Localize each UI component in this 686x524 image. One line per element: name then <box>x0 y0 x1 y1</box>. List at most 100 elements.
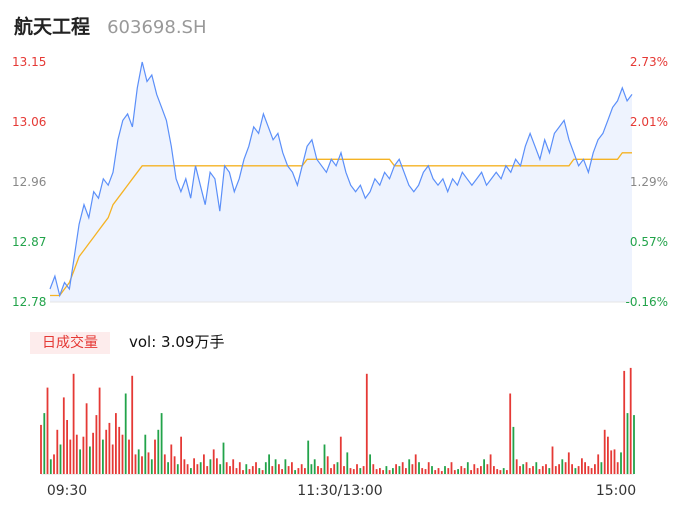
volume-bar <box>284 459 287 474</box>
volume-bar <box>193 458 195 474</box>
volume-bar <box>473 464 476 474</box>
volume-bar <box>317 466 319 474</box>
volume-bar <box>538 469 541 474</box>
volume-bar <box>444 466 446 474</box>
volume-bar <box>163 454 166 474</box>
volume-bar <box>379 468 381 474</box>
time-axis: 09:30 11:30/13:00 15:00 <box>47 483 636 499</box>
volume-bar <box>49 459 52 474</box>
volume-bar <box>463 468 466 474</box>
volume-bar <box>137 449 140 474</box>
time-tick-label: 11:30/13:00 <box>297 483 382 499</box>
volume-bar <box>486 464 489 474</box>
volume-bar <box>170 444 173 474</box>
time-tick-label: 15:00 <box>596 483 636 499</box>
price-area-fill <box>50 62 632 302</box>
volume-bar <box>440 471 443 474</box>
volume-bar <box>395 464 397 474</box>
volume-bar <box>98 387 101 474</box>
volume-bar <box>255 462 257 474</box>
volume-bar <box>134 454 137 474</box>
volume-bar <box>447 468 450 474</box>
volume-bar <box>150 459 153 474</box>
volume-bar <box>418 462 420 474</box>
volume-bar <box>431 466 433 474</box>
volume-tab[interactable]: 日成交量 <box>30 332 110 354</box>
volume-bar <box>264 462 267 474</box>
volume-bar <box>506 470 508 474</box>
volume-bar <box>147 452 150 474</box>
volume-bar <box>92 432 94 475</box>
volume-bar <box>597 454 600 474</box>
volume-bar <box>118 426 121 474</box>
percent-tick-label: 0.57% <box>630 235 668 249</box>
volume-bar <box>607 436 609 474</box>
volume-bar <box>115 413 117 474</box>
volume-bar <box>388 470 391 474</box>
volume-bar <box>89 446 91 474</box>
volume-bar <box>310 464 313 474</box>
volume-bar <box>219 464 222 474</box>
volume-bar <box>616 462 619 474</box>
volume-bar <box>532 466 534 474</box>
price-tick-label: 13.15 <box>12 55 46 69</box>
volume-bar <box>281 469 283 474</box>
volume-summary: vol: 3.09万手 <box>129 333 225 351</box>
volume-bar <box>278 464 280 474</box>
volume-bar <box>46 387 49 474</box>
percent-tick-label: 2.73% <box>630 55 668 69</box>
volume-bar <box>186 464 189 474</box>
volume-bar <box>398 466 401 474</box>
volume-bar <box>359 468 362 474</box>
volume-bar <box>209 459 212 474</box>
volume-bar <box>483 459 485 474</box>
volume-bar <box>258 468 261 474</box>
volume-bar <box>525 462 528 474</box>
volume-bar <box>222 442 225 474</box>
volume-bar <box>424 469 427 474</box>
volume-bar <box>349 468 352 474</box>
volume-bar <box>453 470 456 474</box>
time-tick-label: 09:30 <box>47 483 87 499</box>
volume-bar <box>206 466 209 474</box>
volume-bar <box>411 464 414 474</box>
volume-bar <box>421 468 424 474</box>
volume-bar <box>287 466 290 474</box>
volume-bar <box>176 464 179 474</box>
volume-bar <box>105 429 108 474</box>
volume-bar <box>238 462 241 474</box>
volume-bar <box>427 462 430 474</box>
volume-bar <box>320 468 323 474</box>
volume-bar <box>82 436 85 474</box>
volume-bar <box>466 462 469 474</box>
volume-bar <box>229 466 231 474</box>
volume-bar <box>561 459 564 474</box>
volume-bar <box>124 393 127 474</box>
volume-bar <box>356 464 358 474</box>
volume-bar <box>333 464 336 474</box>
volume-bar <box>95 415 98 474</box>
volume-bar <box>408 459 411 474</box>
volume-bar <box>528 468 531 474</box>
volume-bar <box>245 464 248 474</box>
percent-tick-label: -0.16% <box>626 295 668 309</box>
volume-bar <box>551 446 554 474</box>
volume-bar <box>375 469 378 474</box>
volume-bar <box>571 464 573 474</box>
volume-bar <box>300 464 303 474</box>
volume-bar <box>144 434 147 474</box>
volume-bar <box>545 464 547 474</box>
volume-bar <box>626 413 629 474</box>
volume-bar <box>587 466 590 474</box>
volume-bar <box>558 464 560 474</box>
volume-bar <box>502 468 505 474</box>
price-line <box>49 61 633 298</box>
volume-bar <box>326 456 329 474</box>
volume-bar <box>535 462 538 474</box>
volume-bar <box>382 470 384 474</box>
volume-bar <box>108 422 111 474</box>
volume-bar <box>248 469 251 474</box>
chart-header: 航天工程 603698.SH <box>14 12 207 40</box>
volume-bar <box>365 373 368 474</box>
